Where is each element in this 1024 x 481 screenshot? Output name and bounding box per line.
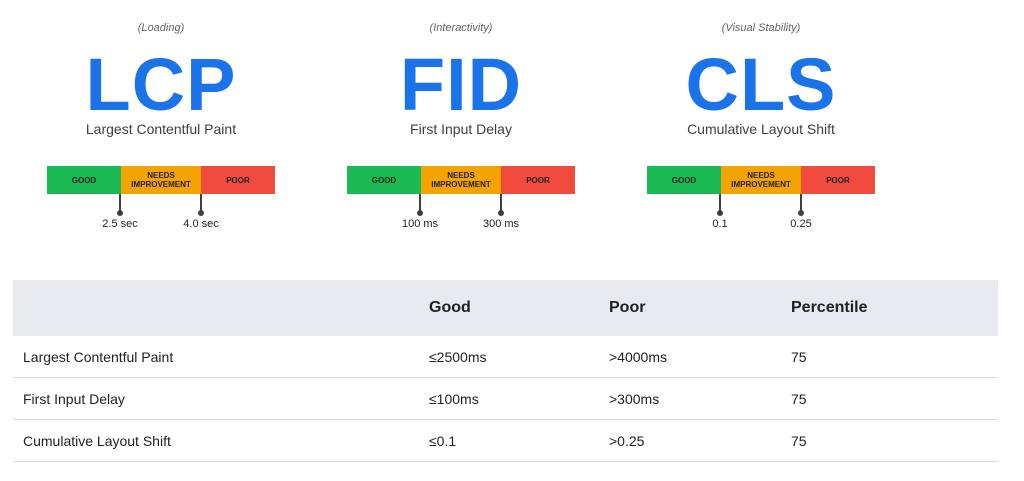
threshold-good-label: 2.5 sec: [102, 218, 138, 230]
table-row: First Input Delay ≤100ms >300ms 75: [13, 377, 998, 420]
metric-abbreviation: LCP: [85, 43, 237, 126]
table-cell-percentile: 75: [791, 419, 998, 462]
threshold-tick: [800, 194, 802, 213]
thresholds-table: Good Poor Percentile Largest Contentful …: [13, 280, 998, 462]
threshold-poor-label: 300 ms: [482, 218, 520, 230]
good-segment: GOOD: [647, 166, 721, 194]
threshold-tick: [719, 194, 721, 213]
table-cell-metric: Largest Contentful Paint: [13, 336, 429, 378]
threshold-good-label: 100 ms: [401, 218, 439, 230]
metric-full-name: First Input Delay: [410, 121, 512, 137]
threshold-dot: [198, 210, 204, 216]
metric-full-name: Cumulative Layout Shift: [687, 121, 835, 137]
poor-segment: POOR: [501, 166, 575, 194]
threshold-good-label: 0.1: [712, 218, 728, 230]
metric-full-name: Largest Contentful Paint: [85, 121, 237, 137]
table-row: Largest Contentful Paint ≤2500ms >4000ms…: [13, 336, 998, 378]
needs-improvement-segment: NEEDS IMPROVEMENT: [721, 166, 801, 194]
table-header-percentile: Percentile: [791, 299, 868, 316]
threshold-dot: [498, 210, 504, 216]
threshold-poor-label: 4.0 sec: [183, 218, 219, 230]
table-cell-metric: Cumulative Layout Shift: [13, 419, 429, 462]
threshold-bar: GOOD NEEDS IMPROVEMENT POOR: [47, 166, 275, 194]
table-cell-good: ≤2500ms: [429, 336, 609, 378]
needs-improvement-segment: NEEDS IMPROVEMENT: [121, 166, 201, 194]
table-header-poor: Poor: [609, 299, 646, 316]
threshold-bar: GOOD NEEDS IMPROVEMENT POOR: [347, 166, 575, 194]
threshold-tick: [500, 194, 502, 213]
table-cell-good: ≤0.1: [429, 419, 609, 462]
table-header-good: Good: [429, 299, 471, 316]
table-header-row: Good Poor Percentile: [13, 280, 998, 336]
metric-category: (Interactivity): [429, 22, 493, 34]
table-cell-good: ≤100ms: [429, 377, 609, 420]
table-header-metric: [13, 280, 429, 336]
table-row: Cumulative Layout Shift ≤0.1 >0.25 75: [13, 419, 998, 462]
threshold-bar: GOOD NEEDS IMPROVEMENT POOR: [647, 166, 875, 194]
metric-category: (Loading): [137, 22, 185, 34]
threshold-poor-label: 0.25: [790, 218, 812, 230]
poor-segment: POOR: [801, 166, 875, 194]
table-cell-metric: First Input Delay: [13, 377, 429, 420]
table-cell-percentile: 75: [791, 377, 998, 420]
needs-improvement-segment: NEEDS IMPROVEMENT: [421, 166, 501, 194]
threshold-tick: [419, 194, 421, 213]
threshold-dot: [717, 210, 723, 216]
threshold-tick: [200, 194, 202, 213]
threshold-dot: [117, 210, 123, 216]
metric-abbreviation: CLS: [685, 43, 837, 126]
table-cell-poor: >4000ms: [609, 336, 791, 378]
metric-abbreviation: FID: [399, 43, 523, 126]
threshold-tick: [119, 194, 121, 213]
table-cell-poor: >300ms: [609, 377, 791, 420]
table-cell-poor: >0.25: [609, 419, 791, 462]
threshold-dot: [417, 210, 423, 216]
table-cell-percentile: 75: [791, 336, 998, 378]
metric-category: (Visual Stability): [721, 22, 801, 34]
threshold-dot: [798, 210, 804, 216]
good-segment: GOOD: [47, 166, 121, 194]
good-segment: GOOD: [347, 166, 421, 194]
poor-segment: POOR: [201, 166, 275, 194]
